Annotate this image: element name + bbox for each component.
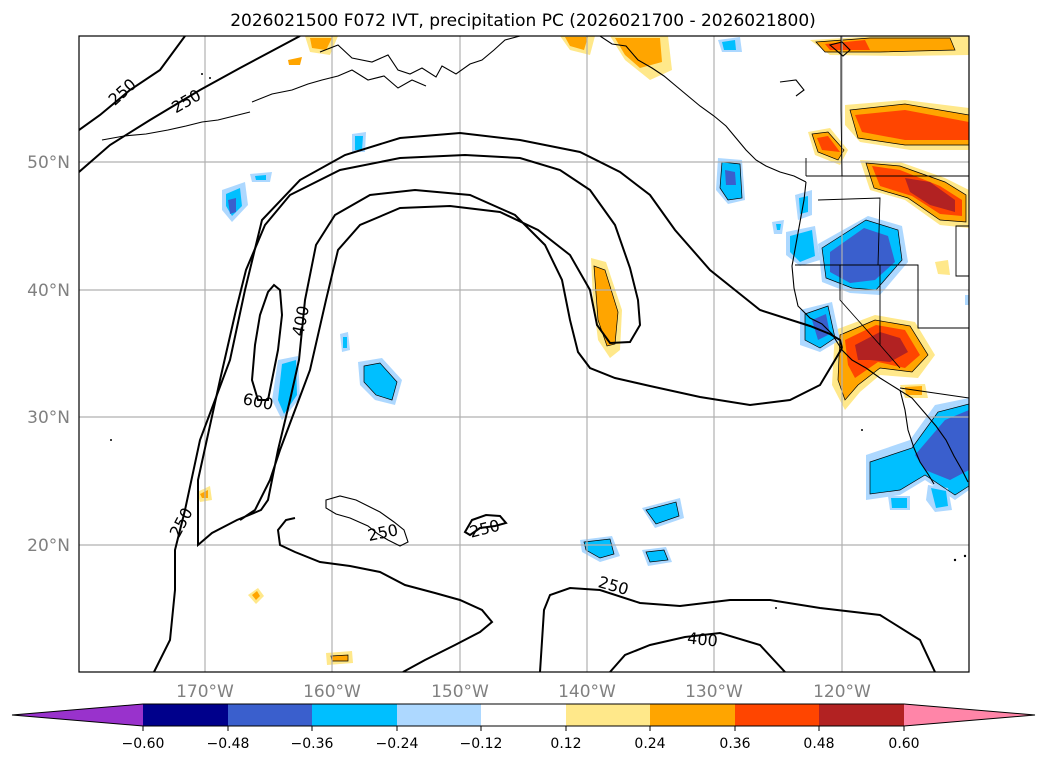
coastlines [101,36,969,609]
lon-label: 170°W [176,682,234,702]
political-borders [795,36,969,399]
colorbar-extend-low [12,704,143,726]
colorbar-bin [228,704,312,726]
colorbar: −0.60 −0.48 −0.36 −0.24 −0.12 0.12 0.24 … [11,703,1036,752]
precipitation-pc-outlines [330,37,969,662]
ivt-contours [79,36,936,672]
colorbar-tick-label: 0.12 [550,736,581,752]
lon-label: 140°W [558,682,616,702]
colorbar-bin [143,704,228,726]
colorbar-bin [397,704,481,726]
colorbar-bin [312,704,397,726]
lon-label: 160°W [303,682,361,702]
colorbar-bin [819,704,904,726]
latitude-labels: 50°N 40°N 30°N 20°N [27,153,70,556]
lat-label: 40°N [27,281,70,301]
colorbar-tick-label: 0.60 [888,736,919,752]
graticule [79,36,969,672]
colorbar-bin [481,704,566,726]
colorbar-bin [735,704,819,726]
lon-label: 130°W [685,682,743,702]
colorbar-bin [566,704,650,726]
contour-label: 400 [686,628,718,650]
map-area: 250 250 400 600 250 250 250 250 400 [79,36,969,672]
longitude-labels: 170°W 160°W 150°W 140°W 130°W 120°W [176,682,871,702]
lon-label: 120°W [813,682,871,702]
map-frame [78,35,970,673]
colorbar-tick-label: −0.48 [207,736,250,752]
lat-label: 50°N [27,153,70,173]
colorbar-tick-label: 0.48 [803,736,834,752]
colorbar-bin [650,704,735,726]
lat-label: 20°N [27,536,70,556]
lat-label: 30°N [27,408,70,428]
colorbar-extend-high [904,704,1035,726]
colorbar-tick-label: −0.60 [122,736,165,752]
precipitation-pc-shading [197,36,969,665]
colorbar-tick-label: 0.36 [719,736,750,752]
colorbar-tick-label: −0.36 [291,736,334,752]
lon-label: 150°W [431,682,489,702]
colorbar-tick-label: −0.12 [460,736,503,752]
map-title: 2026021500 F072 IVT, precipitation PC (2… [230,11,816,31]
colorbar-tick-label: −0.24 [376,736,419,752]
colorbar-tick-label: 0.24 [634,736,665,752]
